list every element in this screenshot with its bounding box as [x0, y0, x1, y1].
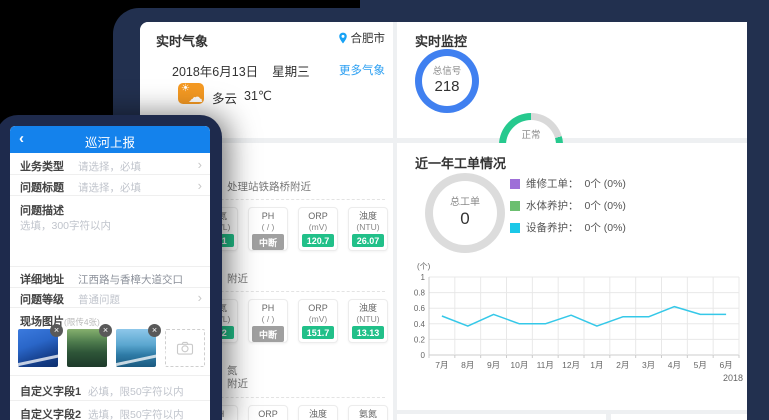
- sensor-card-ORP: ORP(mV)91.44: [248, 404, 288, 420]
- sensor-card-ORP: ORP (mV) 120.7: [298, 207, 338, 252]
- chevron-right-icon: ›: [197, 290, 202, 305]
- field-issue-level[interactable]: 问题等级 普通问题 ›: [10, 287, 210, 308]
- sensor-value-badge: 13.13: [352, 326, 384, 340]
- sensor-card-氨氮: 氨氮(mg/L)2.47: [348, 404, 388, 420]
- svg-text:6月: 6月: [719, 360, 732, 370]
- city-selector: 合肥市: [338, 30, 386, 46]
- back-icon[interactable]: ‹: [19, 130, 24, 147]
- city-label: 合肥市: [350, 33, 386, 45]
- sensor-card-浊度: 浊度(NTU)13.86: [298, 404, 338, 420]
- location-pin-icon: [338, 32, 348, 44]
- photo-thumbnail-1[interactable]: ×: [12, 324, 72, 368]
- svg-text:0.2: 0.2: [414, 335, 426, 344]
- date-text: 2018年6月13日: [172, 65, 259, 79]
- svg-text:0.4: 0.4: [414, 320, 426, 329]
- svg-text:0.6: 0.6: [414, 304, 426, 313]
- legend-repair: 维修工单： 0个 (0%): [510, 176, 626, 191]
- phone-mockup: ‹ 巡河上报 业务类型 请选择，必填 › 问题标题 请选择，必填 › 问题描述 …: [0, 115, 222, 420]
- workorder-line-chart: 0 0.2 0.4 0.6 0.8 1 7月 8月 9月 10月 11月 12月 1月 2月 3月 4月 5月 6…: [414, 262, 743, 383]
- chevron-right-icon: ›: [197, 178, 202, 193]
- svg-text:11月: 11月: [537, 360, 554, 370]
- condition-text: 多云: [212, 92, 238, 106]
- svg-text:2018: 2018: [723, 373, 743, 383]
- weather-title: 实时气象: [156, 34, 209, 49]
- legend-swatch-purple: [510, 178, 520, 189]
- weather-date: 2018年6月13日 星期三: [172, 61, 310, 80]
- svg-text:7月: 7月: [435, 360, 448, 370]
- sensor-card-浊度: 浊度 (NTU) 26.07: [348, 207, 388, 252]
- sensor-value-badge: 中断: [252, 326, 284, 343]
- sensor-value-badge: 26.07: [352, 234, 384, 248]
- svg-text:5月: 5月: [694, 360, 707, 370]
- photo-thumbnail-3[interactable]: ×: [110, 324, 170, 368]
- sensor-card-PH: PH( / )中断: [248, 207, 288, 252]
- phone-title: 巡河上报: [84, 136, 135, 150]
- photo-thumbnail-2[interactable]: ×: [67, 324, 112, 367]
- delete-photo-icon[interactable]: ×: [99, 324, 112, 337]
- delete-photo-icon[interactable]: ×: [50, 324, 63, 337]
- sensor-value-badge: 151.7: [302, 326, 334, 340]
- add-photo-button[interactable]: [165, 329, 205, 367]
- weather-condition: 多云 31℃: [212, 88, 272, 107]
- panel-stub-right: [611, 414, 747, 420]
- legend-swatch-green: [510, 200, 520, 211]
- phone-header: ‹ 巡河上报: [10, 126, 210, 153]
- svg-text:8月: 8月: [461, 360, 474, 370]
- field-issue-title[interactable]: 问题标题 请选择，必填 ›: [10, 174, 210, 196]
- donut-total-workorders: 总工单 0: [425, 173, 505, 253]
- svg-text:4月: 4月: [668, 360, 681, 370]
- legend-water: 水体养护： 0个 (0%): [510, 198, 626, 213]
- station-name: 附近: [227, 273, 248, 286]
- photo-row: × × ×: [12, 324, 205, 368]
- svg-text:1: 1: [421, 273, 426, 282]
- field-business-type[interactable]: 业务类型 请选择，必填 ›: [10, 153, 210, 175]
- sensor-card-ORP: ORP (mV) 151.7: [298, 299, 338, 344]
- svg-text:3月: 3月: [642, 360, 655, 370]
- delete-photo-icon[interactable]: ×: [148, 324, 161, 337]
- panel-stub-left: [397, 414, 606, 420]
- workorder-panel: 近一年工单情况 总工单 0 维修工单： 0个 (0%) 水体养护： 0个 (0%…: [397, 143, 747, 410]
- svg-text:(个): (个): [417, 262, 431, 271]
- workorder-title: 近一年工单情况: [415, 156, 507, 171]
- weekday-text: 星期三: [272, 65, 310, 79]
- dashboard: 实时气象 合肥市 2018年6月13日 星期三 更多气象 ☀ ☁ 多云 31℃: [140, 22, 747, 420]
- station-name: 氮附近: [227, 365, 248, 391]
- sensor-value-badge: 120.7: [302, 234, 334, 248]
- sensor-card-PH: PH( / )中断: [248, 299, 288, 344]
- station-name: 处理站铁路桥附近: [227, 181, 311, 193]
- sensor-card-浊度: 浊度 (NTU) 13.13: [348, 299, 388, 344]
- svg-text:2月: 2月: [616, 360, 629, 370]
- more-weather-link[interactable]: 更多气象: [339, 65, 385, 77]
- field-custom-1[interactable]: 自定义字段1 必填，限50字符以内: [10, 376, 210, 401]
- field-address[interactable]: 详细地址 江西路与香樟大道交口: [10, 266, 210, 288]
- donut-total-signal: 总信号 218: [415, 49, 479, 113]
- svg-text:12月: 12月: [562, 360, 580, 370]
- monitor-title: 实时监控: [415, 34, 468, 49]
- svg-text:0.8: 0.8: [414, 289, 426, 298]
- station-1: 处理站铁路桥附近氨氮(mg/L)1.71PH( / )中断ORP(mV)120.…: [140, 181, 393, 252]
- svg-text:1月: 1月: [590, 360, 603, 370]
- svg-text:0: 0: [421, 351, 426, 360]
- svg-text:10月: 10月: [510, 360, 528, 370]
- temperature-text: 31℃: [244, 89, 272, 103]
- svg-text:9月: 9月: [487, 360, 500, 370]
- sensor-value-badge: 中断: [252, 234, 284, 251]
- legend-equipment: 设备养护： 0个 (0%): [510, 220, 626, 235]
- chevron-right-icon: ›: [197, 157, 202, 172]
- weather-cloudy-icon: ☀ ☁: [178, 83, 204, 104]
- field-issue-description[interactable]: 问题描述 选填，300字符以内: [10, 195, 210, 267]
- field-custom-2[interactable]: 自定义字段2 选填，限50字符以内: [20, 409, 184, 420]
- legend-swatch-cyan: [510, 222, 520, 233]
- phone-screen: ‹ 巡河上报 业务类型 请选择，必填 › 问题标题 请选择，必填 › 问题描述 …: [10, 126, 210, 420]
- camera-icon: [176, 341, 194, 355]
